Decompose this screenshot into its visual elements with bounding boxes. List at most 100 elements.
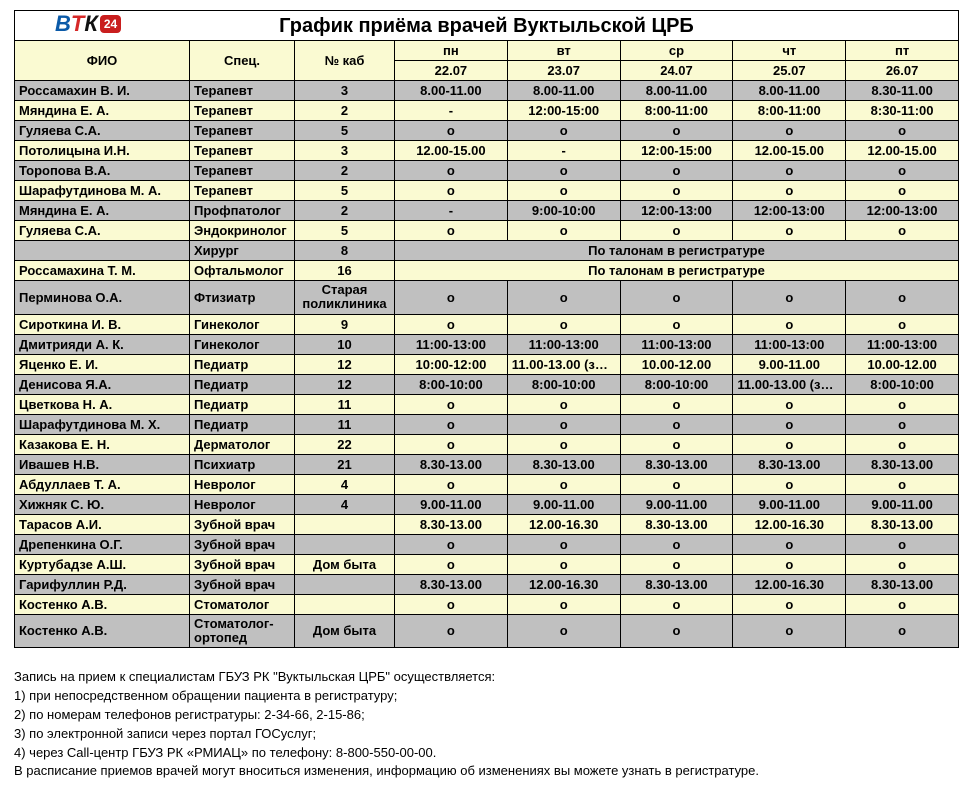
cell-room: 5 <box>295 221 395 241</box>
cell-day: о <box>620 394 733 414</box>
cell-name: Абдуллаев Т. А. <box>15 474 190 494</box>
cell-day: о <box>395 394 508 414</box>
cell-spec: Педиатр <box>190 394 295 414</box>
cell-day: о <box>846 534 959 554</box>
cell-day: о <box>620 121 733 141</box>
cell-day: 8.30-13.00 <box>620 454 733 474</box>
hdr-dow: вт <box>507 41 620 61</box>
cell-day: о <box>733 121 846 141</box>
cell-day: 11:00-13:00 <box>507 334 620 354</box>
cell-name: Хижняк С. Ю. <box>15 494 190 514</box>
cell-room: 22 <box>295 434 395 454</box>
cell-day: о <box>395 434 508 454</box>
cell-span: По талонам в регистратуре <box>395 241 959 261</box>
cell-day: о <box>846 221 959 241</box>
cell-name: Куртубадзе А.Ш. <box>15 554 190 574</box>
cell-spec: Терапевт <box>190 101 295 121</box>
page-title: ВТК24График приёма врачей Вуктыльской ЦР… <box>15 11 959 41</box>
cell-day: о <box>620 281 733 315</box>
logo: ВТК24 <box>55 11 121 37</box>
cell-spec: Эндокринолог <box>190 221 295 241</box>
cell-day: о <box>620 161 733 181</box>
cell-name: Россамахина Т. М. <box>15 261 190 281</box>
cell-day: о <box>733 614 846 648</box>
cell-day: 8.30-13.00 <box>733 454 846 474</box>
cell-day: 12.00-16.30 <box>507 574 620 594</box>
cell-day: 8.30-13.00 <box>846 454 959 474</box>
cell-day: о <box>395 614 508 648</box>
hdr-date: 26.07 <box>846 61 959 81</box>
cell-day: 12:00-13:00 <box>620 201 733 221</box>
cell-day: 12.00-16.30 <box>507 514 620 534</box>
cell-day: 8:30-11:00 <box>846 101 959 121</box>
cell-day: о <box>395 534 508 554</box>
cell-name: Россамахин В. И. <box>15 81 190 101</box>
cell-name: Тарасов А.И. <box>15 514 190 534</box>
cell-day: о <box>507 281 620 315</box>
cell-room: 3 <box>295 141 395 161</box>
cell-day: о <box>733 474 846 494</box>
cell-day: 9.00-11.00 <box>733 494 846 514</box>
cell-day: о <box>733 394 846 414</box>
cell-day: о <box>507 394 620 414</box>
cell-day: 12.00-15.00 <box>846 141 959 161</box>
cell-day: 8.30-13.00 <box>620 574 733 594</box>
cell-day: 8:00-10:00 <box>507 374 620 394</box>
hdr-name: ФИО <box>15 41 190 81</box>
cell-day: о <box>395 281 508 315</box>
cell-room <box>295 574 395 594</box>
cell-name: Дмитрияди А. К. <box>15 334 190 354</box>
cell-spec: Психиатр <box>190 454 295 474</box>
cell-room: 2 <box>295 201 395 221</box>
hdr-room: № каб <box>295 41 395 81</box>
cell-day: о <box>620 534 733 554</box>
hdr-dow: чт <box>733 41 846 61</box>
footer-line: 4) через Call-центр ГБУЗ РК «РМИАЦ» по т… <box>14 744 959 763</box>
cell-day: о <box>395 414 508 434</box>
cell-day: о <box>620 314 733 334</box>
cell-name: Цветкова Н. А. <box>15 394 190 414</box>
cell-name: Ивашев Н.В. <box>15 454 190 474</box>
cell-day: 10:00-12:00 <box>395 354 508 374</box>
cell-room: 21 <box>295 454 395 474</box>
cell-day: о <box>733 594 846 614</box>
cell-day: 8.30-13.00 <box>507 454 620 474</box>
cell-day: о <box>507 121 620 141</box>
cell-spec: Терапевт <box>190 141 295 161</box>
cell-day: о <box>620 181 733 201</box>
cell-name: Шарафутдинова М. Х. <box>15 414 190 434</box>
cell-name: Перминова О.А. <box>15 281 190 315</box>
cell-day: о <box>507 554 620 574</box>
cell-spec: Невролог <box>190 474 295 494</box>
cell-name: Денисова Я.А. <box>15 374 190 394</box>
cell-day: о <box>507 434 620 454</box>
hdr-dow: пт <box>846 41 959 61</box>
cell-day: о <box>846 594 959 614</box>
cell-spec: Педиатр <box>190 414 295 434</box>
cell-day: 8.30-13.00 <box>395 514 508 534</box>
cell-spec: Педиатр <box>190 354 295 374</box>
cell-spec: Гинеколог <box>190 314 295 334</box>
cell-spec: Фтизиатр <box>190 281 295 315</box>
cell-day: 10.00-12.00 <box>620 354 733 374</box>
cell-day: - <box>395 201 508 221</box>
cell-day: о <box>733 534 846 554</box>
cell-name: Гуляева С.А. <box>15 221 190 241</box>
cell-room: 11 <box>295 414 395 434</box>
cell-day: о <box>846 161 959 181</box>
cell-day: о <box>733 434 846 454</box>
cell-name: Гуляева С.А. <box>15 121 190 141</box>
cell-day: о <box>620 554 733 574</box>
cell-day: 11:00-13:00 <box>620 334 733 354</box>
footer-line: 1) при непосредственном обращении пациен… <box>14 687 959 706</box>
footer-line: В расписание приемов врачей могут вносит… <box>14 762 959 781</box>
cell-day: о <box>507 221 620 241</box>
cell-day: 8:00-10:00 <box>846 374 959 394</box>
cell-name <box>15 241 190 261</box>
cell-room: 12 <box>295 354 395 374</box>
hdr-dow: пн <box>395 41 508 61</box>
cell-day: о <box>507 181 620 201</box>
cell-day: 9.00-11.00 <box>395 494 508 514</box>
cell-day: о <box>846 314 959 334</box>
cell-room: 10 <box>295 334 395 354</box>
